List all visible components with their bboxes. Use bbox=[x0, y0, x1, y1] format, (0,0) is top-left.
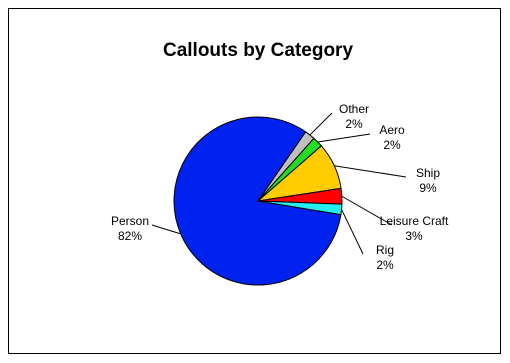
leader-lines bbox=[151, 112, 407, 255]
slice-name-label: Ship bbox=[416, 166, 440, 180]
slice-percent-label: 3% bbox=[405, 229, 423, 243]
chart-title: Callouts by Category bbox=[163, 40, 353, 61]
leader-rig bbox=[341, 209, 364, 255]
leader-aero bbox=[317, 133, 371, 143]
leader-person bbox=[151, 224, 181, 235]
slice-percent-label: 9% bbox=[419, 181, 437, 195]
slice-name-label: Rig bbox=[376, 243, 394, 257]
leader-ship bbox=[334, 165, 407, 178]
slice-percent-label: 2% bbox=[383, 138, 401, 152]
slice-name-label: Person bbox=[111, 214, 149, 228]
leader-other bbox=[309, 112, 333, 136]
slice-percent-label: 2% bbox=[376, 258, 394, 272]
slice-percent-label: 82% bbox=[118, 229, 142, 243]
slice-name-label: Aero bbox=[379, 123, 405, 137]
slice-name-label: Other bbox=[339, 102, 369, 116]
leader-leisure-craft bbox=[341, 195, 393, 226]
slice-percent-label: 2% bbox=[345, 117, 363, 131]
pie-slices bbox=[173, 116, 343, 286]
slice-name-label: Leisure Craft bbox=[380, 214, 449, 228]
